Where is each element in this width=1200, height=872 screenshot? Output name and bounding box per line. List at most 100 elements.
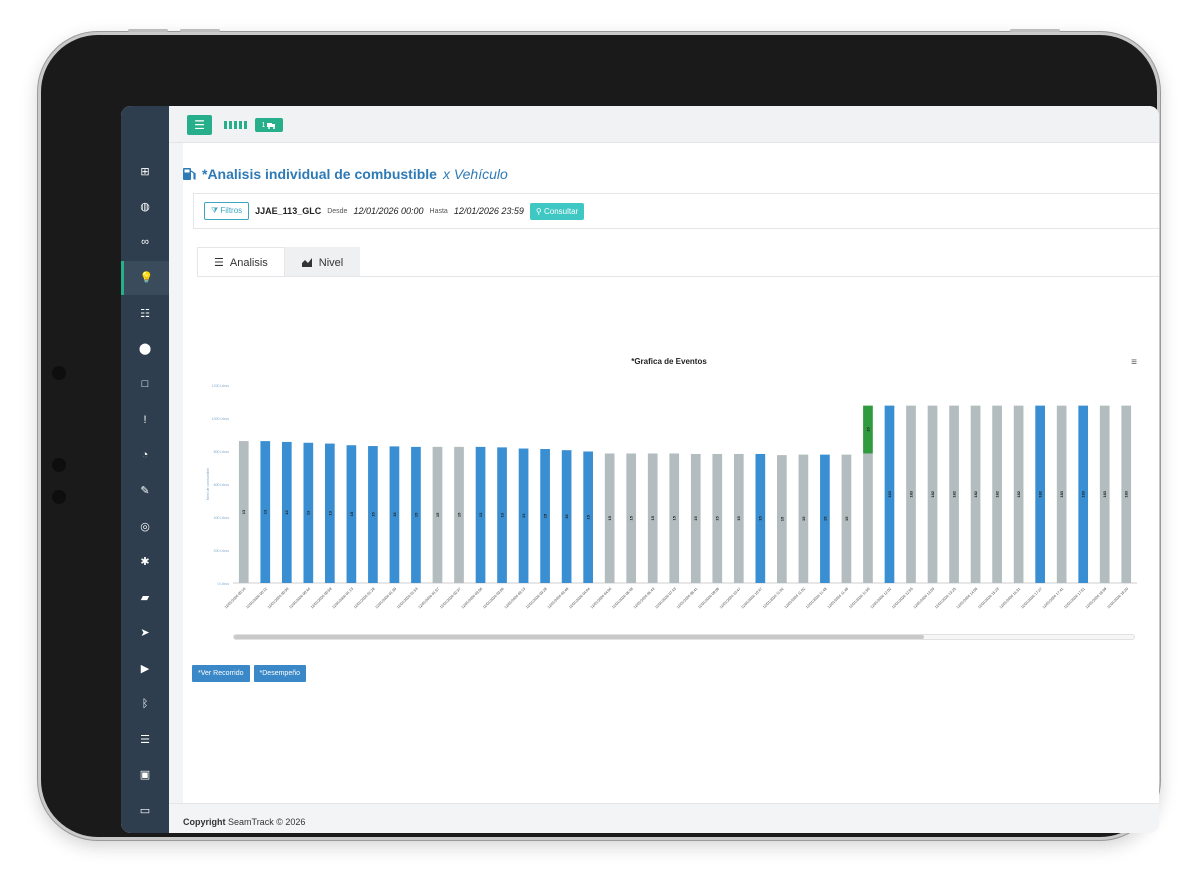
sidebar-item-wrench[interactable]: ✎	[121, 474, 169, 508]
sidebar-item-asterisk[interactable]: ✱	[121, 545, 169, 579]
bluetooth-icon: ᛒ	[141, 697, 149, 710]
chart-bar	[1099, 405, 1110, 583]
chart-bar	[712, 453, 723, 583]
action-buttons: *Ver Recorrido *Desempeño	[192, 665, 306, 682]
hasta-label: Hasta	[429, 207, 448, 215]
bar-data-label: 13	[263, 509, 268, 514]
sidebar-item-send[interactable]: ➤	[121, 616, 169, 650]
bar-data-label: 13	[306, 510, 311, 515]
chart-bar	[303, 442, 314, 583]
desde-input[interactable]: 12/01/2026 00:00	[353, 206, 424, 216]
chart-menu-icon[interactable]: ≡	[1131, 357, 1137, 368]
chart-scrollbar[interactable]	[233, 634, 1135, 640]
credit-card-icon: ▭	[139, 804, 151, 817]
bar-data-label: 183	[1124, 490, 1129, 497]
tab-bar: ☰ Analisis Nivel	[197, 247, 361, 277]
chart-bar	[432, 446, 443, 583]
page-title: *Analisis individual de combustible x Ve…	[183, 166, 508, 182]
consultar-button[interactable]: ⚲ Consultar	[529, 202, 585, 220]
x-tick-label: 12/01/2026 11:48	[805, 587, 827, 609]
main-area: ☰ 1 *Analisis individual de combustible …	[169, 106, 1159, 833]
sidebar-item-alert[interactable]: !	[121, 403, 169, 437]
camera-dot	[52, 458, 66, 472]
chart-title: *Grafica de Eventos	[631, 357, 707, 366]
x-tick-label: 12/01/2026 05:48	[611, 587, 634, 610]
sidebar-item-list[interactable]: ☷	[121, 296, 169, 330]
screen: ⊞ ◍ ∞ 💡 ☷ ⬤ □! ◔ ✎ ◎ ✱ ▰ ➤ ▶ ᛒ ☰ ▣ ▭ ☰ 1 *Analisis indivi	[121, 106, 1159, 833]
sidebar-item-bluetooth[interactable]: ᛒ	[121, 687, 169, 721]
filters-button[interactable]: ⧩ Filtros	[204, 202, 250, 220]
search-icon: ⚲	[535, 206, 542, 216]
tab-analisis[interactable]: ☰ Analisis	[197, 247, 285, 277]
sidebar-item-lock[interactable]: ▣	[121, 758, 169, 792]
chart-bar	[992, 405, 1002, 583]
tab-analisis-label: Analisis	[229, 256, 268, 269]
chart-bar	[798, 454, 809, 583]
sidebar-item-speedometer[interactable]: ◔	[121, 438, 169, 472]
sidebar-item-map-pin[interactable]: ⬤	[121, 332, 169, 366]
signal-icon	[224, 121, 247, 129]
sidebar-item-dashboard[interactable]: ⊞	[121, 154, 169, 188]
sidebar-item-binoculars[interactable]: ∞	[121, 225, 169, 259]
tablet-top-button	[180, 29, 220, 32]
truck-count: 1	[261, 121, 266, 129]
sidebar-item-credit-card[interactable]: ▭	[121, 793, 169, 827]
fuel-pump-icon	[183, 168, 196, 180]
hasta-input[interactable]: 12/01/2026 23:59	[453, 206, 524, 216]
tab-divider	[197, 276, 1159, 277]
x-tick-label: 12/01/2026 15:23	[977, 587, 1000, 610]
bar-data-label: 13	[521, 513, 526, 518]
desempeno-button[interactable]: *Desempeño	[253, 665, 306, 682]
sidebar-item-globe[interactable]: ◍	[121, 190, 169, 224]
chart-bar	[690, 453, 701, 583]
menu-toggle-button[interactable]: ☰	[187, 115, 212, 135]
y-tick-label: 600 Litros	[214, 483, 230, 487]
truck-count-badge[interactable]: 1	[255, 118, 283, 132]
bar-data-label: 15	[349, 511, 354, 516]
sidebar-item-truck[interactable]: ▰	[121, 580, 169, 614]
square-icon: □	[141, 378, 149, 390]
sidebar-item-target[interactable]: ◎	[121, 509, 169, 543]
x-tick-label: 12/01/2026 13:25	[934, 587, 957, 610]
sidebar-item-lightbulb[interactable]: 💡	[121, 260, 169, 295]
chart-bar	[475, 446, 486, 583]
chart-bar	[1013, 405, 1024, 583]
bar-data-label: 15	[586, 514, 591, 519]
bar-data-label: 15	[736, 515, 741, 520]
bar-data-label: 15	[779, 516, 784, 521]
x-tick-label: 12/01/2026 00:30	[267, 587, 290, 610]
x-tick-label: 12/01/2026 00:58	[310, 587, 333, 610]
speedometer-icon: ◔	[141, 449, 149, 461]
chart-bar	[411, 446, 421, 583]
x-tick-label: 12/01/2026 11:50	[848, 587, 870, 609]
x-tick-label: 12/01/2026 11:48	[827, 587, 849, 609]
x-tick-label: 12/01/2026 03:06	[461, 587, 484, 610]
x-tick-label: 12/01/2026 02:37	[439, 587, 462, 610]
chart-bar	[518, 448, 529, 583]
sidebar-item-play[interactable]: ▶	[121, 651, 169, 685]
tab-nivel[interactable]: Nivel	[284, 247, 361, 277]
x-tick-label: 12/01/2026 01:57	[418, 587, 441, 610]
x-tick-label: 12/01/2026 13:03	[913, 587, 936, 610]
x-tick-label: 12/01/2026 17:27	[1020, 587, 1043, 610]
chart-bar	[626, 453, 637, 583]
bar-data-label: 15	[715, 515, 720, 520]
bar-data-label: 182	[973, 490, 978, 497]
x-tick-label: 12/01/2026 01:13	[331, 587, 354, 610]
ver-recorrido-button[interactable]: *Ver Recorrido	[192, 665, 250, 682]
x-tick-label: 12/01/2026 18:20	[1106, 587, 1129, 610]
lightbulb-icon: 💡	[139, 272, 154, 284]
chart-bar	[561, 450, 572, 583]
chart-scroll-thumb[interactable]	[234, 635, 924, 639]
sidebar-item-database[interactable]: ☰	[121, 722, 169, 756]
bar-data-label: 15	[607, 515, 612, 520]
sidebar-item-square[interactable]: □	[121, 367, 169, 401]
chart-bar	[540, 449, 550, 583]
chart-bar	[669, 453, 680, 583]
x-tick-label: 12/01/2026 10:47	[719, 587, 742, 610]
x-tick-label: 12/01/2026 14:05	[956, 587, 979, 610]
y-tick-label: 1200 Litros	[212, 384, 230, 388]
chart-bar	[389, 446, 400, 583]
x-tick-label: 12/01/2026 08:41	[676, 587, 699, 610]
funnel-icon: ⧩	[211, 206, 219, 215]
